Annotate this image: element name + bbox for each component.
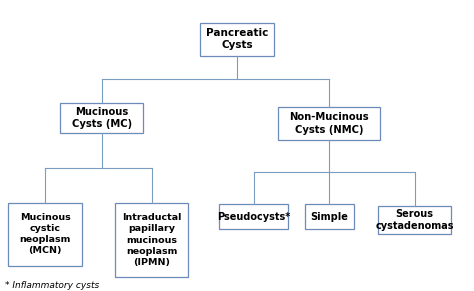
FancyBboxPatch shape	[61, 103, 143, 133]
Text: Mucinous
Cysts (MC): Mucinous Cysts (MC)	[72, 107, 132, 129]
Text: Non-Mucinous
Cysts (NMC): Non-Mucinous Cysts (NMC)	[290, 113, 369, 135]
Text: Intraductal
papillary
mucinous
neoplasm
(IPMN): Intraductal papillary mucinous neoplasm …	[122, 213, 182, 267]
Text: Pancreatic
Cysts: Pancreatic Cysts	[206, 28, 268, 50]
FancyBboxPatch shape	[200, 23, 274, 56]
Text: Pseudocysts*: Pseudocysts*	[217, 212, 290, 222]
Text: Mucinous
cystic
neoplasm
(MCN): Mucinous cystic neoplasm (MCN)	[19, 213, 71, 255]
FancyBboxPatch shape	[304, 204, 354, 229]
FancyBboxPatch shape	[115, 203, 188, 277]
Text: Serous
cystadenomas: Serous cystadenomas	[375, 209, 454, 231]
FancyBboxPatch shape	[378, 206, 451, 233]
FancyBboxPatch shape	[278, 107, 380, 141]
FancyBboxPatch shape	[219, 204, 288, 229]
Text: * Inflammatory cysts: * Inflammatory cysts	[5, 281, 99, 290]
FancyBboxPatch shape	[8, 203, 82, 265]
Text: Simple: Simple	[310, 212, 348, 222]
